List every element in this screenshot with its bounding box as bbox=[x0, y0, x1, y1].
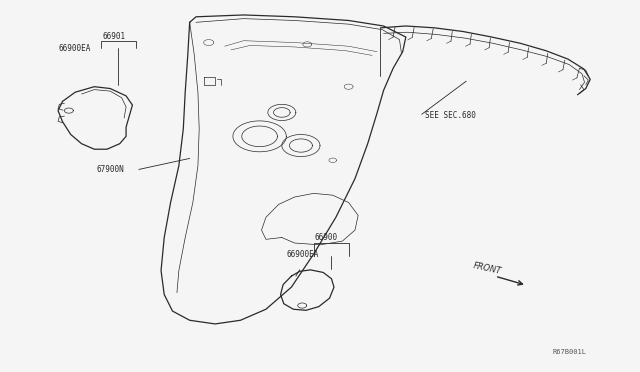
Text: 66900: 66900 bbox=[315, 234, 338, 243]
Text: R67B001L: R67B001L bbox=[552, 349, 586, 356]
Text: 66900EA: 66900EA bbox=[58, 44, 90, 52]
Text: FRONT: FRONT bbox=[472, 261, 502, 276]
Text: 66901: 66901 bbox=[102, 32, 125, 41]
Text: 67900N: 67900N bbox=[96, 165, 124, 174]
Text: 66900EA: 66900EA bbox=[287, 250, 319, 259]
Text: SEE SEC.680: SEE SEC.680 bbox=[425, 111, 476, 120]
